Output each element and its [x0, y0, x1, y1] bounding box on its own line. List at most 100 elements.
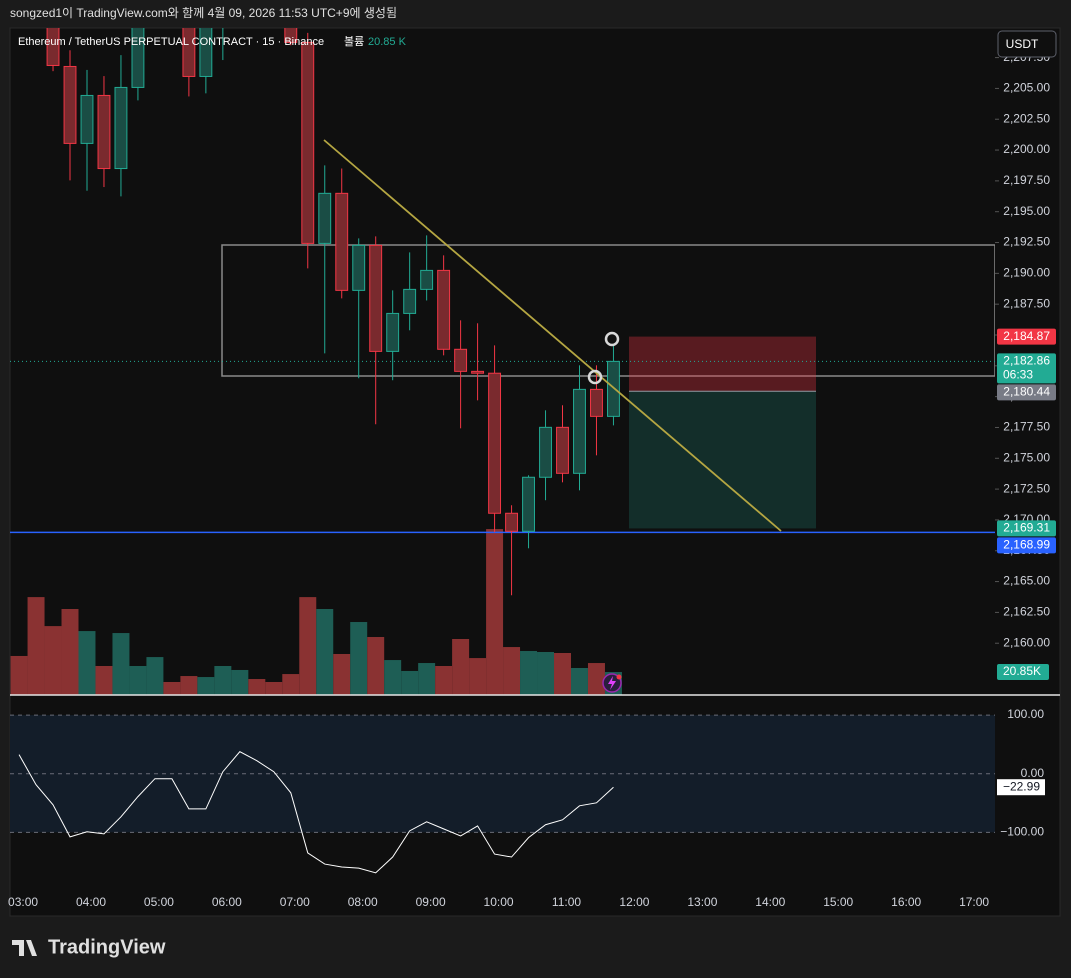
y-tick-label: 2,160.00 — [1003, 635, 1050, 649]
candle-body — [46, 28, 60, 66]
oscillator-tick-label: 0.00 — [1021, 766, 1045, 780]
volume-bar — [180, 676, 198, 695]
volume-bar — [384, 660, 402, 695]
volume-bar — [469, 658, 487, 695]
alert-icon[interactable] — [602, 673, 622, 693]
x-tick-label: 17:00 — [959, 895, 989, 909]
y-tick-label: 2,192.50 — [1003, 235, 1050, 249]
y-tick-label: 2,175.00 — [1003, 450, 1050, 464]
legend-title: Ethereum / TetherUS PERPETUAL CONTRACT ·… — [18, 36, 324, 48]
volume-bar — [435, 666, 453, 695]
y-tick-label: 2,202.50 — [1003, 111, 1050, 125]
candle-body — [386, 312, 400, 352]
candle-body — [352, 244, 366, 291]
volume-bar — [146, 657, 164, 695]
caption: songzed1이 TradingView.com와 함께 4월 09, 202… — [10, 6, 397, 20]
legend-volume-value: 20.85 K — [368, 36, 407, 48]
x-tick-label: 13:00 — [687, 895, 717, 909]
candle-body — [539, 426, 552, 478]
volume-bar — [503, 647, 521, 695]
oscillator-line — [18, 751, 614, 874]
volume-bar — [587, 663, 605, 695]
candle-body — [437, 269, 451, 350]
candle-body — [607, 360, 620, 417]
x-tick-label: 09:00 — [416, 895, 446, 909]
candle-body — [131, 28, 145, 88]
x-tick-label: 08:00 — [348, 895, 378, 909]
logo — [12, 940, 37, 956]
y-tick-label: 2,172.50 — [1003, 481, 1050, 495]
volume-bar — [27, 597, 45, 695]
axes: 100.00 0.00 −100.00 2,160.00 2,162.50 2,165.0… — [8, 50, 1056, 909]
volume-bar — [520, 651, 538, 695]
candle-body — [590, 388, 603, 417]
candle-body — [403, 288, 417, 314]
volume-bar — [10, 655, 28, 695]
candle-body — [420, 269, 434, 290]
volume-bar — [231, 669, 249, 695]
volume-bar — [197, 677, 215, 695]
candle-body — [114, 86, 128, 170]
candle-body — [97, 94, 111, 170]
x-tick-label: 12:00 — [619, 895, 649, 909]
stop-zone — [629, 336, 816, 392]
oscillator-band — [10, 715, 995, 833]
candle-body — [471, 370, 485, 374]
candle-body — [199, 28, 213, 77]
oscillator-tick-label: −100.00 — [1000, 825, 1044, 839]
volume-bar — [112, 633, 130, 695]
candle-body — [301, 41, 315, 244]
oscillator-tick-label: 100.00 — [1007, 707, 1044, 721]
volume-bar — [248, 679, 266, 695]
price-label: 2,182.86 — [1003, 354, 1050, 368]
volume-bar — [282, 674, 300, 695]
x-tick-label: 07:00 — [280, 895, 310, 909]
logo-text: TradingView — [48, 936, 166, 958]
currency-label[interactable]: USDT — [1006, 37, 1039, 51]
price-label-countdown: 06:33 — [1003, 368, 1033, 382]
x-tick-label: 14:00 — [755, 895, 785, 909]
x-tick-label: 04:00 — [76, 895, 106, 909]
candle-body — [182, 28, 196, 77]
volume-bar — [78, 631, 96, 695]
volume-bar — [418, 663, 436, 695]
volume-bar — [333, 653, 351, 695]
volume-bar — [486, 529, 504, 695]
volume-bar — [537, 652, 555, 695]
x-tick-label: 16:00 — [891, 895, 921, 909]
candle-body — [335, 192, 349, 291]
volume-bar — [214, 666, 232, 695]
y-tick-label: 2,200.00 — [1003, 142, 1050, 156]
x-tick-label: 15:00 — [823, 895, 853, 909]
currency-button[interactable] — [997, 30, 1057, 58]
candle-body — [505, 512, 519, 532]
price-label-box — [997, 353, 1056, 384]
target-zone — [629, 391, 816, 529]
x-tick-label: 05:00 — [144, 895, 174, 909]
volume-bar — [316, 609, 334, 695]
candle-body — [488, 372, 502, 514]
trend-line — [323, 139, 782, 532]
oscillator-value-box — [997, 779, 1045, 796]
price-label: 2,184.87 — [1003, 329, 1050, 343]
y-tick-label: 2,187.50 — [1003, 296, 1050, 310]
y-tick-label: 2,162.50 — [1003, 605, 1050, 619]
volume-bar — [129, 666, 147, 695]
price-label: 2,169.31 — [1003, 521, 1050, 535]
price-label: 2,180.44 — [1003, 385, 1050, 399]
oscillator-value-label: −22.99 — [1003, 779, 1040, 793]
y-tick-label: 2,205.00 — [1003, 81, 1050, 95]
price-label-box — [997, 537, 1056, 554]
volume-bar — [265, 681, 283, 695]
x-tick-label: 06:00 — [212, 895, 242, 909]
y-tick-label: 2,197.50 — [1003, 173, 1050, 187]
candle-body — [522, 476, 535, 532]
marker-circle — [604, 331, 620, 347]
legend-volume-name: 볼륨 — [344, 35, 364, 48]
y-tick-label: 2,190.00 — [1003, 266, 1050, 280]
candle-body — [454, 348, 468, 372]
volume-bar — [44, 626, 62, 695]
volume-bar — [367, 637, 385, 695]
volume-bar — [299, 597, 317, 695]
